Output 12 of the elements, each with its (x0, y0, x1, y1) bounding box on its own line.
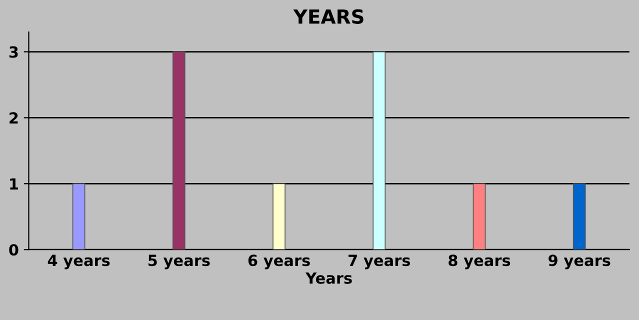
chart-title: YEARS (293, 9, 364, 24)
x-tick-label: 4 years (48, 254, 110, 270)
x-tick-label: 5 years (148, 254, 210, 270)
x-tick-label: 6 years (248, 254, 310, 270)
x-tick-label: 7 years (348, 254, 410, 270)
y-tick-label: 3 (9, 46, 18, 58)
x-axis-title: Years (305, 272, 352, 284)
x-tick-label: 9 years (548, 254, 610, 270)
y-tick-label: 2 (10, 112, 18, 124)
y-tick-label: 1 (10, 178, 18, 190)
x-tick-label: 8 years (448, 254, 510, 270)
y-tick-label: 0 (9, 244, 18, 256)
